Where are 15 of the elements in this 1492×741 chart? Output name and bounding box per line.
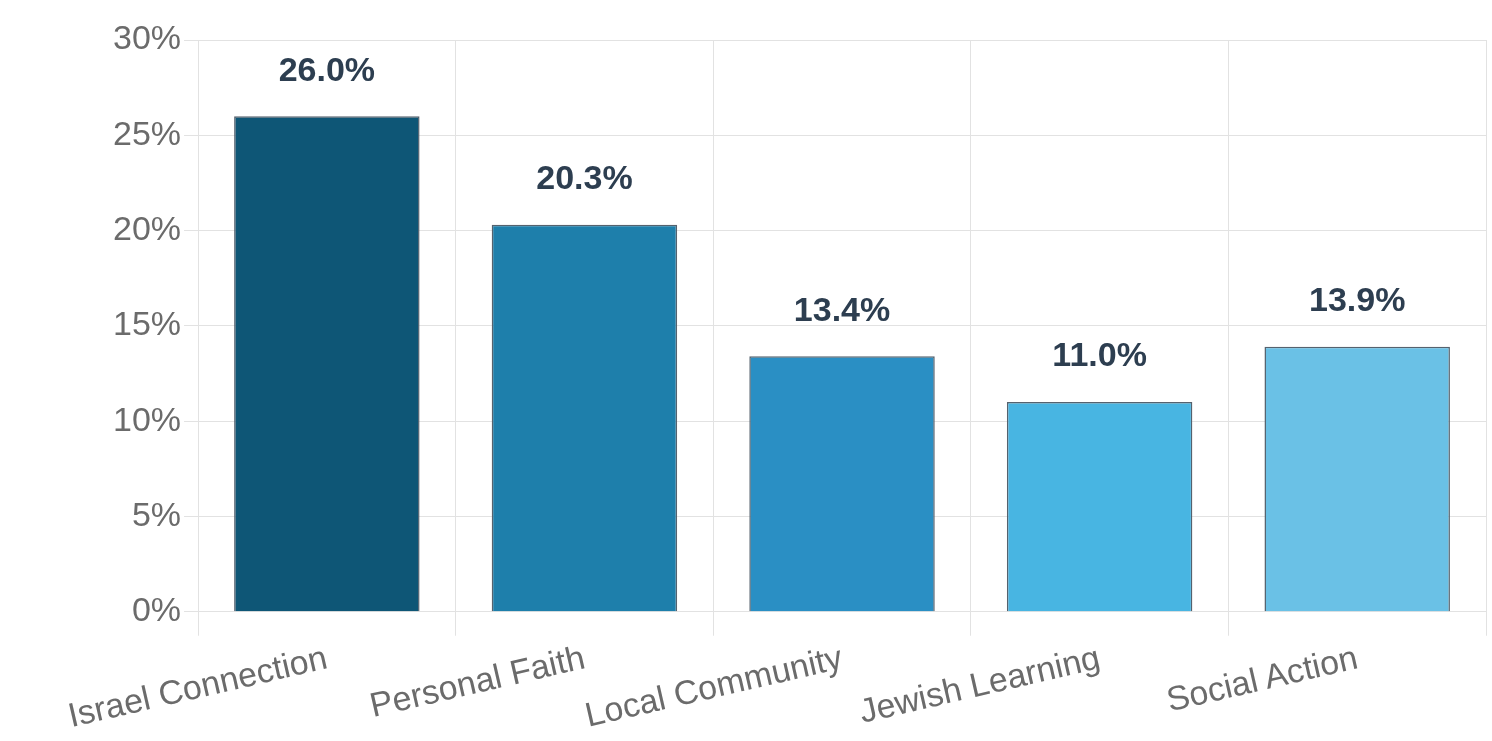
x-tick-label: Israel Connection: [64, 637, 331, 735]
y-tick-label: 5%: [131, 494, 182, 533]
y-tick-label: 25%: [112, 113, 182, 152]
data-label: 20.3%: [536, 158, 633, 197]
data-label: 13.9%: [1309, 280, 1406, 319]
data-label: 26.0%: [278, 49, 376, 88]
y-tick-label: 15%: [112, 304, 182, 343]
data-label: 11.0%: [1052, 335, 1147, 374]
y-tick-label: 0%: [131, 590, 182, 629]
y-tick-label: 10%: [112, 399, 182, 438]
data-label: 13.4%: [793, 289, 891, 328]
y-tick-label: 20%: [112, 208, 182, 247]
y-tick-label: 30%: [112, 18, 182, 57]
x-tick-label: Social Action: [1162, 637, 1361, 719]
x-tick-label: Jewish Learning: [855, 637, 1104, 730]
